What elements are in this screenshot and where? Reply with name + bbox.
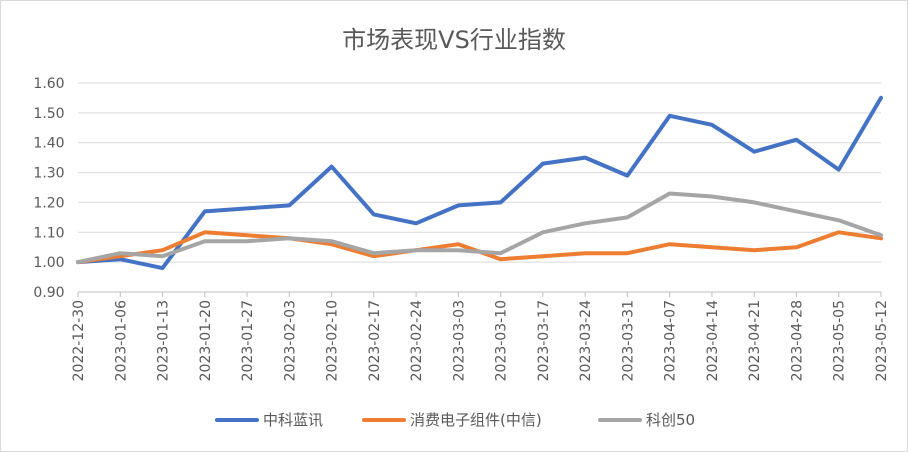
y-tick-label: 1.30	[33, 166, 64, 182]
y-tick-label: 1.50	[33, 106, 64, 122]
gridlines	[78, 82, 881, 293]
x-tick-label: 2023-04-21	[747, 300, 763, 381]
legend-label: 消费电子组件(中信)	[410, 411, 542, 429]
x-tick-label: 2023-04-28	[789, 300, 805, 381]
x-tick-label: 2023-02-17	[367, 300, 383, 381]
x-tick-label: 2023-03-10	[494, 300, 510, 381]
x-tick-label: 2023-03-31	[620, 300, 636, 381]
y-tick-label: 1.00	[33, 255, 64, 271]
legend: 中科蓝讯 消费电子组件(中信) 科创50	[215, 411, 695, 429]
x-tick-label: 2023-04-07	[663, 300, 679, 381]
y-tick-label: 1.40	[33, 136, 64, 152]
x-tick-label: 2023-01-20	[198, 300, 214, 381]
y-tick-label: 1.10	[33, 225, 64, 241]
x-tick-label: 2023-03-17	[536, 300, 552, 381]
y-tick-label: 1.20	[33, 195, 64, 211]
x-tick-label: 2023-03-03	[451, 300, 467, 381]
series-lines	[76, 95, 883, 271]
x-tick-label: 2023-01-13	[156, 300, 172, 381]
x-tick-label: 2023-02-10	[325, 300, 341, 381]
x-tick-label: 2023-01-06	[113, 300, 129, 381]
x-tick-label: 2023-03-24	[578, 300, 594, 381]
series-line-2	[76, 230, 883, 265]
x-tick-label: 2023-04-14	[705, 300, 721, 381]
x-tick-label: 2023-01-27	[240, 300, 256, 381]
x-tick-label: 2023-05-05	[832, 300, 848, 381]
chart-title: 市场表现VS行业指数	[342, 26, 566, 54]
legend-label: 中科蓝讯	[263, 411, 323, 429]
x-tick-label: 2023-02-24	[409, 300, 425, 381]
y-tick-label: 0.90	[33, 285, 64, 301]
x-axis: 2022-12-30 2023-01-06 2023-01-13 2023-01-20…	[71, 291, 890, 381]
y-tick-label: 1.60	[33, 76, 64, 92]
x-tick-label: 2023-05-12	[874, 300, 890, 381]
series-line-1	[76, 95, 883, 271]
y-axis: 0.90 1.00 1.10 1.20 1.30 1.40 1.50 1.60	[33, 76, 64, 301]
x-tick-label: 2023-02-03	[282, 300, 298, 381]
legend-label: 科创50	[646, 411, 695, 429]
x-tick-label: 2022-12-30	[71, 300, 87, 381]
series-line-3	[76, 191, 883, 265]
